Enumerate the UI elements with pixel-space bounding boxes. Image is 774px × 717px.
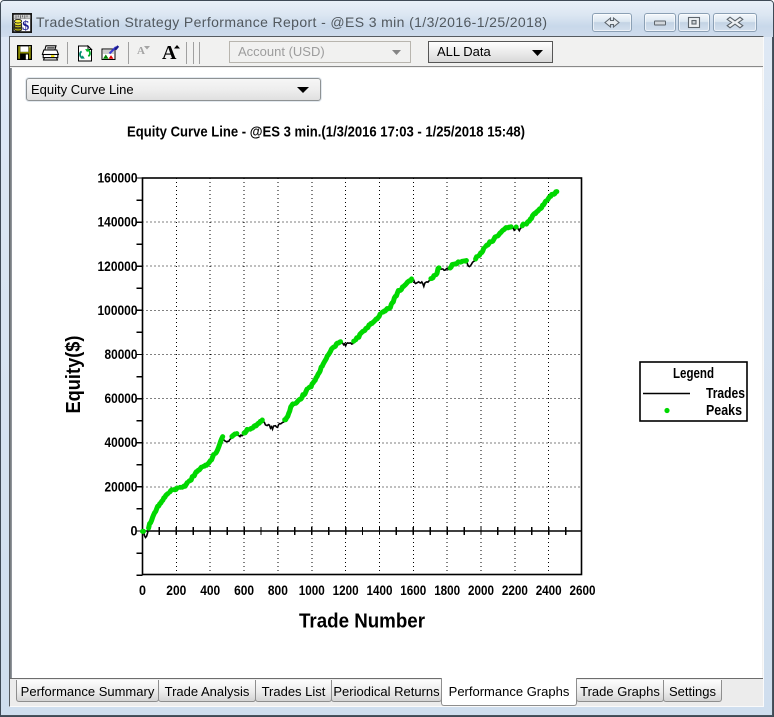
svg-text:Equity Curve Line - @ES 3 min.: Equity Curve Line - @ES 3 min.(1/3/2016 … bbox=[127, 124, 525, 141]
svg-text:600: 600 bbox=[234, 583, 254, 598]
svg-text:0: 0 bbox=[131, 524, 138, 539]
svg-text:Equity($): Equity($) bbox=[62, 336, 85, 414]
svg-text:200: 200 bbox=[166, 583, 186, 598]
svg-text:100000: 100000 bbox=[98, 303, 138, 318]
svg-text:140000: 140000 bbox=[98, 215, 138, 230]
svg-text:1200: 1200 bbox=[333, 583, 359, 598]
svg-text:2600: 2600 bbox=[570, 583, 596, 598]
svg-text:2400: 2400 bbox=[536, 583, 562, 598]
svg-text:1400: 1400 bbox=[367, 583, 393, 598]
svg-text:0: 0 bbox=[139, 583, 146, 598]
svg-text:800: 800 bbox=[268, 583, 288, 598]
svg-text:2000: 2000 bbox=[468, 583, 494, 598]
svg-text:400: 400 bbox=[200, 583, 220, 598]
svg-text:1600: 1600 bbox=[400, 583, 426, 598]
svg-text:80000: 80000 bbox=[105, 347, 138, 362]
svg-text:Trade Number: Trade Number bbox=[299, 610, 425, 633]
svg-text:Peaks: Peaks bbox=[706, 403, 742, 419]
svg-text:Legend: Legend bbox=[673, 366, 714, 382]
svg-text:1000: 1000 bbox=[299, 583, 325, 598]
svg-text:$: $ bbox=[22, 19, 29, 33]
svg-text:1800: 1800 bbox=[434, 583, 460, 598]
svg-text:2200: 2200 bbox=[502, 583, 528, 598]
svg-text:120000: 120000 bbox=[98, 259, 138, 274]
svg-text:40000: 40000 bbox=[105, 435, 138, 450]
svg-text:160000: 160000 bbox=[98, 171, 138, 186]
svg-text:20000: 20000 bbox=[105, 479, 138, 494]
svg-text:Trades: Trades bbox=[706, 386, 745, 402]
svg-text:60000: 60000 bbox=[105, 391, 138, 406]
